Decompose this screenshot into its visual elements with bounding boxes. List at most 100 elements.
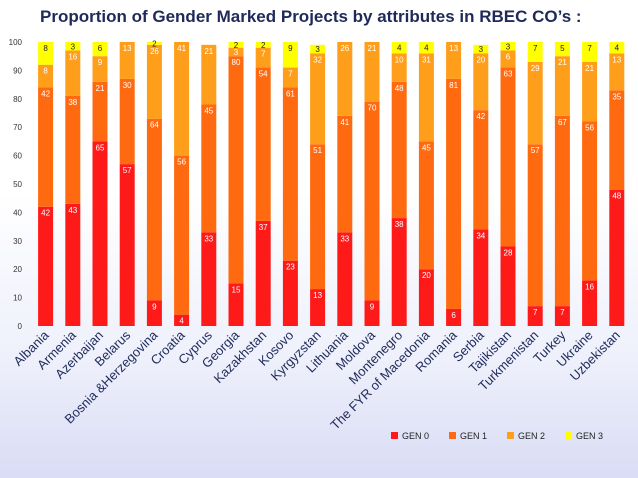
data-label: 4	[615, 44, 620, 53]
data-label: 45	[204, 106, 213, 115]
data-label: 65	[96, 143, 105, 152]
data-label: 32	[313, 55, 322, 64]
data-label: 80	[232, 58, 241, 67]
data-label: 9	[98, 58, 103, 67]
data-label: 5	[560, 44, 565, 53]
data-label: 3	[234, 48, 239, 57]
bar-segment	[310, 144, 326, 290]
y-tick-label: 80	[13, 95, 22, 104]
legend-swatch	[449, 432, 456, 439]
data-label: 3	[506, 42, 511, 51]
bar-segment	[201, 44, 217, 105]
data-label: 7	[261, 50, 266, 59]
bar-segment	[500, 42, 516, 51]
data-label: 20	[422, 271, 431, 280]
data-label: 42	[41, 209, 50, 218]
bar-segment	[92, 141, 108, 326]
legend-swatch	[391, 432, 398, 439]
chart-title: Proportion of Gender Marked Projects by …	[40, 7, 582, 26]
bar-segment	[255, 47, 271, 68]
data-label: 56	[177, 158, 186, 167]
y-tick-label: 90	[13, 66, 22, 75]
y-tick-label: 10	[13, 294, 22, 303]
bar-segment	[310, 289, 326, 326]
bar-segment	[554, 115, 570, 307]
data-label: 4	[179, 316, 184, 325]
y-tick-label: 0	[18, 322, 23, 331]
bar-segment	[473, 229, 489, 326]
bar-segment	[337, 115, 353, 233]
data-label: 3	[479, 45, 484, 54]
bar-segment	[38, 87, 54, 207]
bar-segment	[527, 306, 543, 326]
bar-segment	[65, 203, 81, 326]
bar-segment	[391, 53, 407, 82]
data-label: 54	[259, 70, 268, 79]
bar-segment	[282, 87, 298, 261]
bar-segment	[38, 206, 54, 326]
bar-segment	[446, 308, 462, 326]
data-label: 41	[177, 44, 186, 53]
bar-segment	[174, 155, 190, 315]
data-label: 8	[43, 67, 48, 76]
bar-segment	[473, 53, 489, 111]
data-label: 15	[232, 285, 241, 294]
bar-segment	[38, 42, 54, 65]
bar-segment	[609, 90, 625, 190]
data-label: 13	[123, 44, 132, 53]
bar-segment	[582, 42, 598, 62]
bar-segment	[554, 56, 570, 116]
data-label: 43	[68, 206, 77, 215]
data-label: 7	[560, 308, 565, 317]
bar-segment	[337, 42, 353, 116]
data-label: 7	[288, 70, 293, 79]
y-tick-label: 100	[9, 38, 23, 47]
bar-segment	[391, 81, 407, 219]
y-tick-label: 40	[13, 208, 22, 217]
bar-segment	[582, 280, 598, 326]
bar-segment	[609, 189, 625, 326]
data-label: 21	[204, 47, 213, 56]
y-tick-label: 60	[13, 152, 22, 161]
bar-segment	[310, 44, 326, 54]
data-label: 57	[531, 146, 540, 155]
bar-segment	[65, 42, 81, 51]
bar-segment	[473, 110, 489, 230]
data-label: 38	[395, 220, 404, 229]
legend-label: GEN 3	[576, 431, 603, 441]
y-tick-label: 20	[13, 265, 22, 274]
data-label: 16	[68, 53, 77, 62]
data-label: 30	[123, 81, 132, 90]
data-label: 9	[370, 302, 375, 311]
bar-segment	[119, 42, 135, 79]
data-label: 8	[43, 44, 48, 53]
data-label: 37	[259, 223, 268, 232]
data-label: 31	[422, 55, 431, 64]
bar-segment	[38, 64, 54, 88]
bar-segment	[310, 53, 326, 145]
bar-segment	[554, 306, 570, 326]
bar-segment	[119, 78, 135, 165]
bar-segment	[418, 53, 434, 142]
data-label: 51	[313, 146, 322, 155]
data-label: 21	[96, 84, 105, 93]
bar-segment	[418, 141, 434, 270]
bar-segment	[391, 218, 407, 326]
legend-swatch	[507, 432, 514, 439]
data-label: 6	[98, 44, 103, 53]
data-label: 67	[558, 118, 567, 127]
data-label: 21	[585, 64, 594, 73]
bar-segment	[582, 61, 598, 122]
data-label: 26	[150, 47, 159, 56]
bar-segment	[201, 232, 217, 326]
bar-segment	[201, 104, 217, 233]
data-label: 7	[587, 44, 592, 53]
data-label: 33	[204, 234, 213, 243]
y-tick-label: 70	[13, 123, 22, 132]
data-label: 3	[71, 42, 76, 51]
data-label: 13	[449, 44, 458, 53]
data-label: 9	[288, 44, 293, 53]
bar-segment	[146, 118, 162, 301]
bar-segment	[418, 269, 434, 326]
